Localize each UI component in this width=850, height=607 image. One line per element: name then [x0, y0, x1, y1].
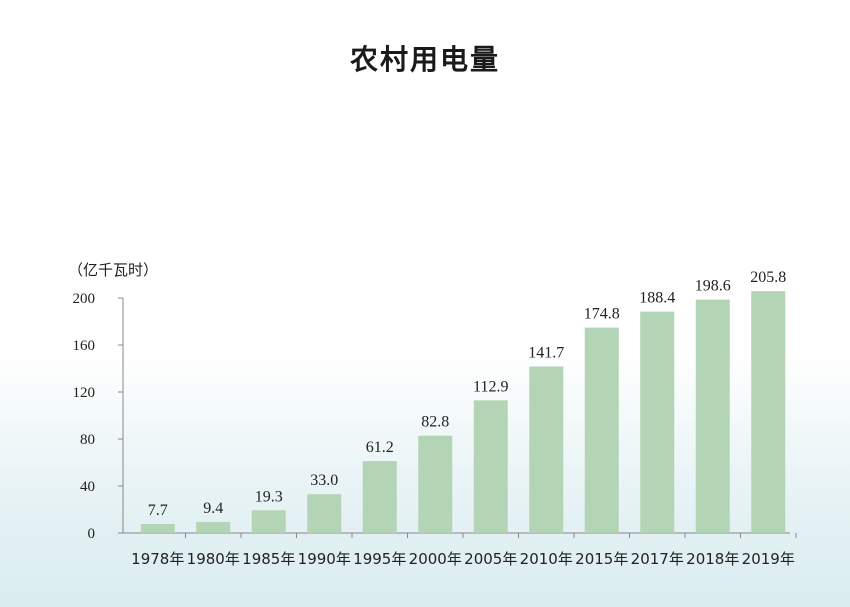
x-tick-label: 1980年: [187, 550, 240, 568]
data-label: 198.6: [695, 278, 731, 295]
x-tick-label: 1990年: [298, 550, 351, 568]
bar: [307, 494, 342, 533]
y-tick-label: 160: [73, 338, 96, 354]
x-tick-label: 2010年: [520, 550, 573, 568]
x-tick-label: 1985年: [242, 550, 295, 568]
bar: [473, 400, 508, 533]
data-label: 205.8: [750, 269, 786, 286]
x-tick-label: 2005年: [464, 550, 517, 568]
bar: [529, 366, 564, 533]
labels: 0 40 80 120 160 200 7.7 1978年 9.4 1980年 19.3 1985年 3…: [73, 269, 795, 568]
data-label: 174.8: [584, 306, 620, 323]
y-tick-label: 80: [80, 432, 95, 448]
data-label: 112.9: [473, 378, 508, 395]
bars: [140, 291, 786, 533]
y-tick-label: 0: [88, 526, 96, 542]
data-label: 7.7: [148, 502, 168, 519]
data-label: 19.3: [255, 488, 283, 505]
y-tick-label: 40: [80, 479, 95, 495]
x-tick-label: 2000年: [409, 550, 462, 568]
data-label: 33.0: [310, 472, 338, 489]
bar: [751, 291, 786, 533]
data-label: 188.4: [639, 290, 675, 307]
bar: [584, 327, 619, 533]
bar: [640, 311, 675, 533]
x-tick-label: 2017年: [631, 550, 684, 568]
y-tick-label: 200: [73, 291, 96, 307]
bar: [362, 461, 397, 533]
data-label: 82.8: [421, 414, 449, 431]
data-label: 141.7: [528, 345, 564, 362]
bar: [196, 521, 231, 533]
chart-title: 农村用电量: [349, 43, 500, 76]
data-label: 9.4: [203, 500, 223, 517]
axes: [118, 297, 797, 538]
data-label: 61.2: [366, 439, 394, 456]
bar: [140, 523, 175, 533]
x-tick-label: 1978年: [131, 550, 184, 568]
bar: [695, 299, 730, 533]
bar: [251, 510, 286, 533]
x-tick-label: 2015年: [575, 550, 628, 568]
x-tick-label: 2019年: [742, 550, 795, 568]
y-axis-unit-label: （亿千瓦时）: [68, 261, 159, 279]
bar: [418, 435, 453, 533]
x-tick-label: 1995年: [353, 550, 406, 568]
x-tick-label: 2018年: [686, 550, 739, 568]
y-tick-label: 120: [73, 385, 96, 401]
